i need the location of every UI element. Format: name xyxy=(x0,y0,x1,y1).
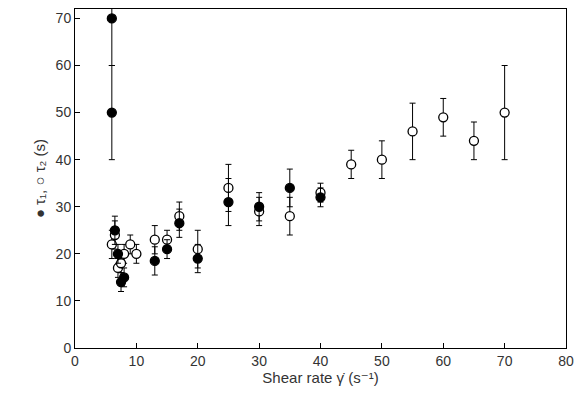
svg-text:Shear rate γ̇ (s⁻¹): Shear rate γ̇ (s⁻¹) xyxy=(262,369,378,386)
svg-text:60: 60 xyxy=(435,353,451,369)
svg-text:20: 20 xyxy=(190,353,206,369)
svg-text:● τ₁, ○ τ₂ (s): ● τ₁, ○ τ₂ (s) xyxy=(31,139,48,218)
svg-text:0: 0 xyxy=(63,340,71,356)
svg-text:70: 70 xyxy=(497,353,513,369)
svg-text:10: 10 xyxy=(56,293,72,309)
svg-text:50: 50 xyxy=(56,104,72,120)
svg-text:20: 20 xyxy=(56,246,72,262)
svg-text:70: 70 xyxy=(56,10,72,26)
svg-text:60: 60 xyxy=(56,57,72,73)
svg-text:40: 40 xyxy=(56,152,72,168)
svg-text:10: 10 xyxy=(129,353,145,369)
svg-text:80: 80 xyxy=(558,353,574,369)
svg-text:30: 30 xyxy=(56,199,72,215)
svg-text:0: 0 xyxy=(71,353,79,369)
svg-text:30: 30 xyxy=(251,353,267,369)
svg-text:40: 40 xyxy=(313,353,329,369)
svg-text:50: 50 xyxy=(374,353,390,369)
